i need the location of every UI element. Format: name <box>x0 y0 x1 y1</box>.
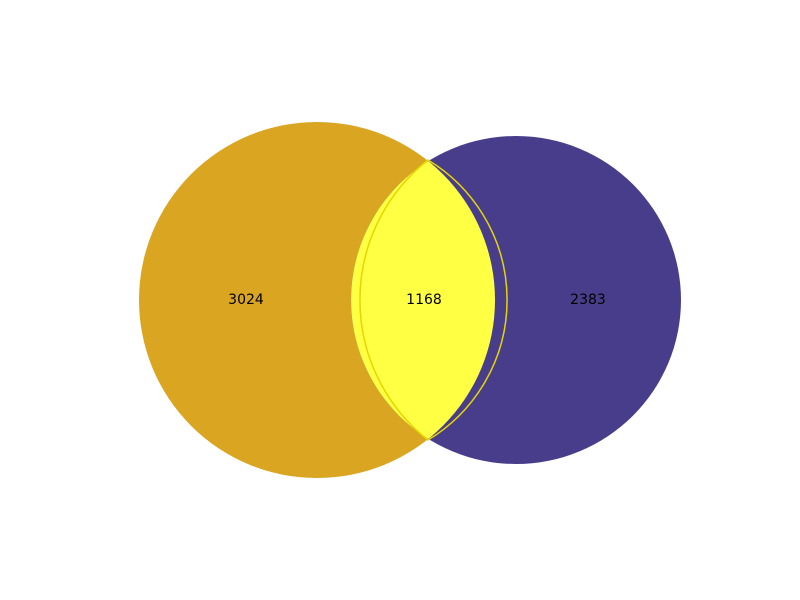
intersection-count: 1168 <box>406 292 442 308</box>
intersection-outline <box>359 159 508 441</box>
right-only-count: 2383 <box>570 292 606 308</box>
intersection-region <box>351 136 495 464</box>
left-only-count: 3024 <box>228 292 264 308</box>
